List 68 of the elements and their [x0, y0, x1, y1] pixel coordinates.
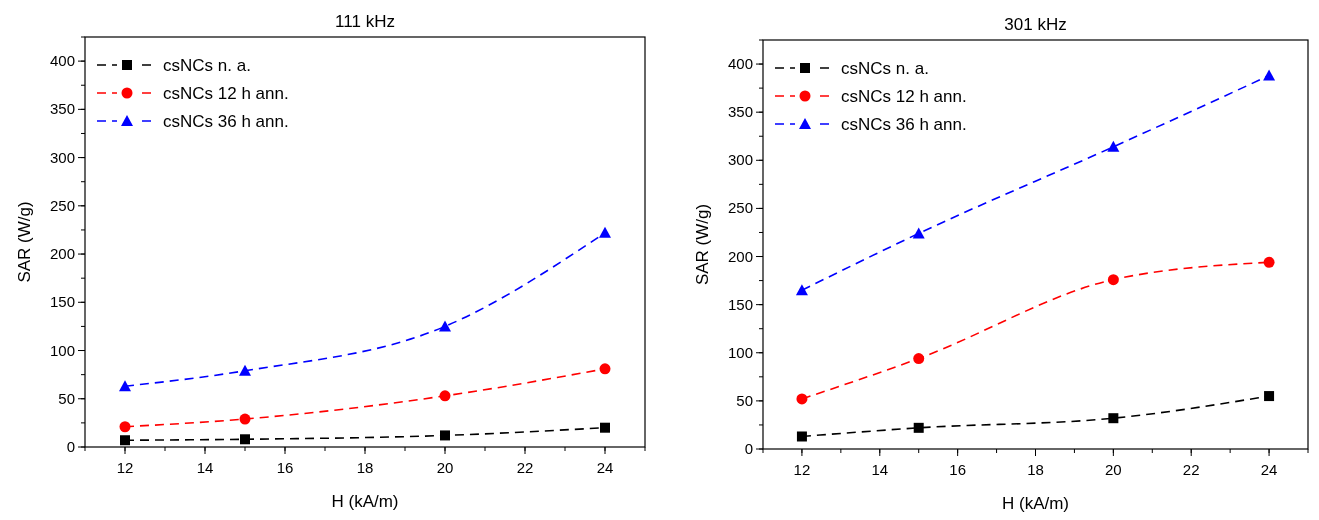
point — [239, 364, 251, 376]
point — [440, 430, 450, 441]
x-axis-title: H (kA/m) — [331, 492, 399, 511]
x-tick-label: 24 — [1260, 461, 1278, 478]
x-tick-label: 14 — [196, 459, 214, 476]
point — [239, 413, 251, 425]
point — [796, 431, 807, 442]
legend-label: csNCs 12 h ann. — [163, 84, 289, 103]
point — [240, 434, 250, 445]
x-tick-label: 12 — [116, 459, 134, 476]
legend-label: csNCs n. a. — [841, 59, 929, 78]
point — [1107, 274, 1119, 286]
y-tick-label: 400 — [727, 55, 753, 73]
chart-title: 301 kHz — [1004, 15, 1067, 34]
y-tick-label: 250 — [49, 196, 75, 214]
point — [120, 435, 130, 446]
point — [1263, 69, 1276, 81]
y-tick-label: 0 — [744, 440, 753, 457]
point — [913, 422, 924, 433]
y-tick-label: 300 — [49, 148, 75, 166]
y-tick-label: 350 — [49, 100, 75, 118]
y-tick-label: 400 — [49, 52, 75, 70]
legend-label: csNCs 36 h ann. — [163, 112, 289, 131]
x-tick-label: 22 — [1182, 461, 1200, 478]
x-tick-label: 20 — [1105, 461, 1122, 478]
x-tick-label: 18 — [356, 459, 374, 476]
y-tick-label: 150 — [49, 293, 75, 311]
chart-title: 111 kHz — [335, 12, 395, 31]
x-tick-label: 16 — [949, 461, 966, 478]
y-tick-label: 0 — [66, 438, 75, 455]
y-tick-label: 300 — [727, 151, 753, 169]
x-tick-label: 24 — [596, 459, 614, 476]
y-tick-label: 100 — [49, 341, 75, 359]
point — [795, 284, 808, 296]
y-tick-label: 250 — [727, 199, 753, 217]
y-tick-label: 50 — [58, 389, 75, 407]
legend-label: csNCs 36 h ann. — [841, 115, 967, 134]
point — [439, 320, 451, 332]
point — [913, 353, 925, 365]
x-tick-label: 22 — [516, 459, 534, 476]
y-axis-title: SAR (W/g) — [15, 201, 34, 283]
y-tick-label: 200 — [727, 247, 753, 265]
x-axis-title: H (kA/m) — [1001, 494, 1070, 513]
point — [1108, 413, 1119, 424]
x-tick-label: 14 — [871, 461, 889, 478]
y-axis-title: SAR (W/g) — [693, 203, 712, 286]
point — [119, 421, 131, 433]
point — [912, 227, 925, 239]
y-tick-label: 50 — [736, 391, 753, 409]
x-tick-label: 12 — [793, 461, 811, 478]
x-tick-label: 18 — [1027, 461, 1044, 478]
point — [599, 363, 611, 375]
y-tick-label: 350 — [727, 103, 753, 121]
point — [796, 393, 808, 405]
legend-label: csNCs 12 h ann. — [841, 87, 967, 106]
legend-label: csNCs n. a. — [163, 56, 251, 75]
point — [119, 380, 131, 392]
x-tick-label: 16 — [276, 459, 294, 476]
point — [1107, 140, 1120, 152]
y-tick-label: 100 — [727, 343, 753, 361]
point — [599, 226, 611, 238]
point — [1264, 391, 1275, 402]
y-tick-label: 200 — [49, 245, 75, 263]
y-tick-label: 150 — [727, 295, 753, 313]
point — [1263, 256, 1275, 268]
point — [439, 390, 451, 402]
x-tick-label: 20 — [436, 459, 454, 476]
point — [600, 422, 610, 433]
